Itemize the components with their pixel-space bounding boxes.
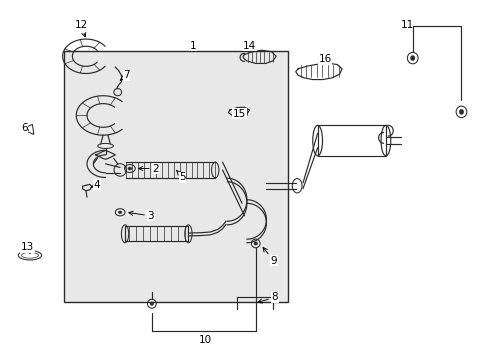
Ellipse shape [118, 211, 122, 213]
Text: 13: 13 [21, 242, 34, 253]
Bar [125, 226, 188, 241]
Text: 15: 15 [232, 109, 246, 119]
Bar [64, 51, 288, 302]
Text: 7: 7 [120, 70, 129, 80]
Text: 11: 11 [401, 20, 414, 30]
Ellipse shape [150, 302, 153, 306]
Ellipse shape [253, 242, 257, 245]
Text: 4: 4 [91, 180, 101, 190]
Text: 2: 2 [139, 163, 159, 174]
Text: 12: 12 [74, 20, 87, 37]
Bar [317, 125, 385, 156]
Ellipse shape [410, 55, 414, 60]
Text: 16: 16 [318, 54, 331, 64]
Text: 8: 8 [258, 292, 278, 303]
Text: 6: 6 [21, 123, 28, 133]
Ellipse shape [128, 167, 132, 170]
Text: 3: 3 [129, 211, 154, 221]
Text: 9: 9 [263, 247, 277, 266]
Text: 1: 1 [190, 41, 196, 51]
Ellipse shape [458, 109, 463, 114]
Text: 14: 14 [242, 41, 256, 51]
Text: 5: 5 [176, 171, 185, 182]
Text: 10: 10 [199, 334, 212, 345]
